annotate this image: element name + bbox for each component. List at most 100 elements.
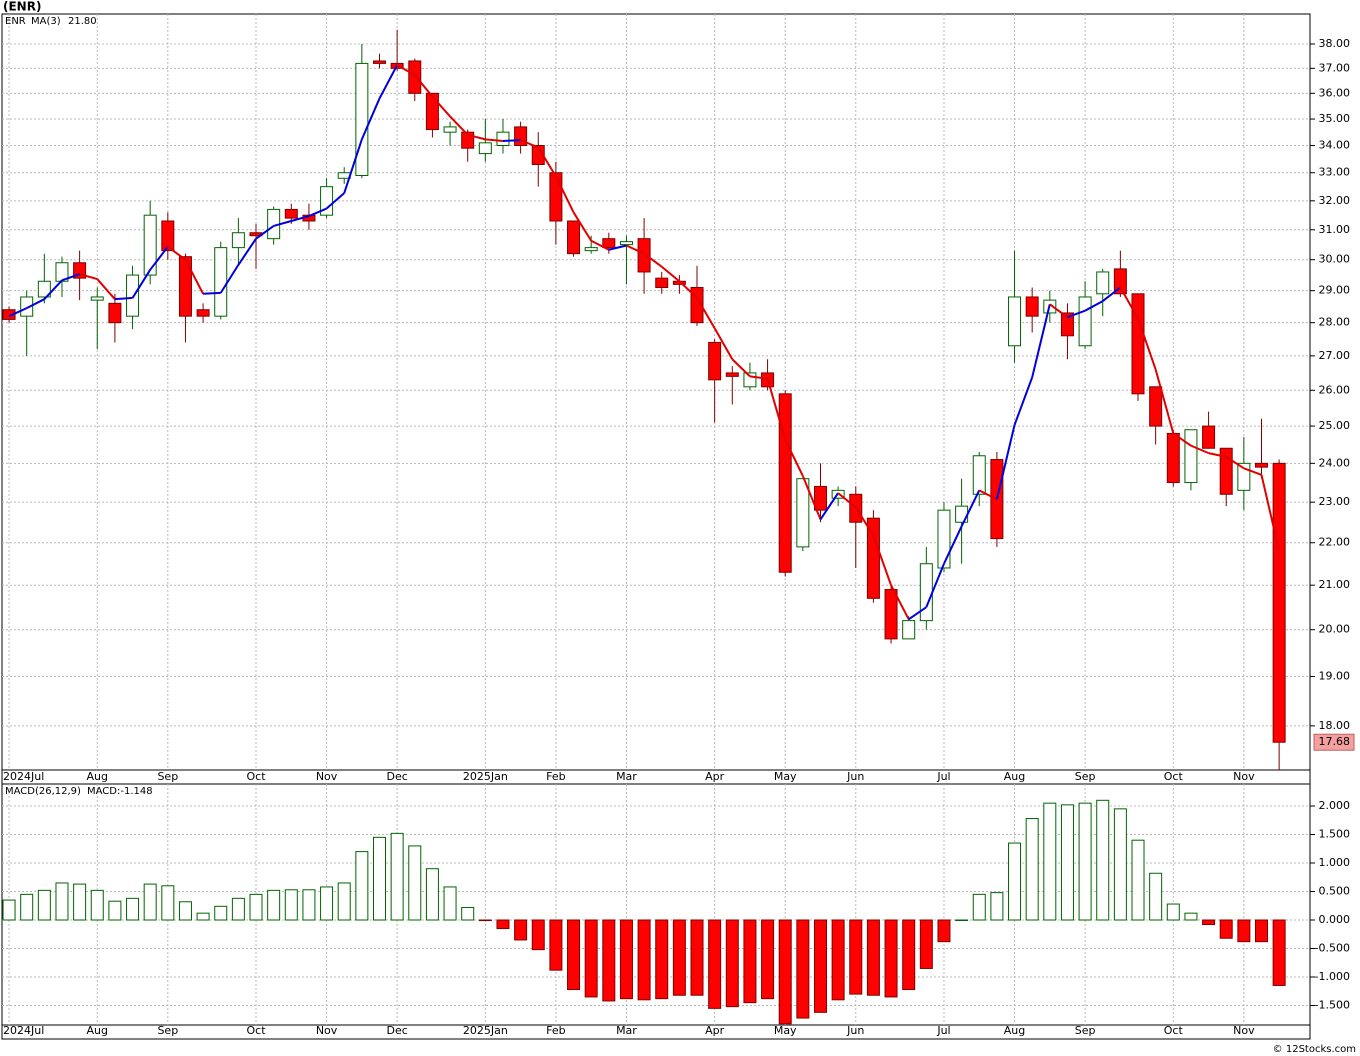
candle-body — [1060, 312, 1074, 337]
last-price-box — [1313, 733, 1355, 751]
candle-body — [425, 92, 439, 131]
macd-bar — [919, 919, 933, 969]
candle-body — [708, 341, 722, 381]
macd-bar — [284, 889, 298, 921]
axis-strip — [1, 1024, 1311, 1040]
ma-segment — [572, 211, 593, 242]
ma-segment — [1172, 432, 1192, 447]
y-tick-label: 0.000 — [1319, 913, 1351, 926]
x-tick-label: Feb — [546, 770, 565, 783]
candle-body — [725, 372, 739, 377]
y-tick-label: 19.00 — [1319, 670, 1351, 683]
legend-symbol: ENR — [5, 16, 26, 27]
candle-body — [1131, 293, 1145, 395]
macd-bar — [143, 883, 157, 921]
macd-bar — [972, 893, 986, 921]
x-tick-label: Nov — [316, 1024, 338, 1037]
ma-segment — [413, 74, 434, 98]
candle-body — [178, 256, 192, 317]
candle-body — [866, 517, 880, 599]
ma-segment — [308, 207, 327, 217]
y-tick-label: -0.500 — [1315, 942, 1350, 955]
macd-bar — [267, 889, 281, 921]
macd-bar — [390, 832, 404, 921]
candle-body — [1096, 271, 1110, 295]
x-tick-label: Jul — [936, 1024, 950, 1037]
macd-bar — [1008, 842, 1022, 921]
x-tick-label: Aug — [1004, 770, 1025, 783]
ma-segment — [219, 264, 240, 294]
y-tick-label: 1.000 — [1319, 856, 1351, 869]
y-tick-label: 27.00 — [1319, 349, 1351, 362]
ma-segment — [360, 98, 381, 140]
ma-segment — [43, 279, 63, 300]
ma-segment — [554, 175, 575, 213]
y-tick-label: -1.500 — [1315, 999, 1350, 1012]
macd-bar — [708, 919, 722, 1009]
macd-bar — [196, 912, 210, 921]
candle-body — [214, 247, 228, 317]
ma-segment — [502, 139, 521, 142]
ma-segment — [1049, 303, 1069, 318]
macd-bar — [320, 886, 334, 921]
x-tick-label: Nov — [1233, 770, 1255, 783]
candle-body — [778, 393, 792, 573]
ma-segment — [1067, 309, 1086, 319]
x-tick-label: Feb — [546, 1024, 565, 1037]
macd-bar — [514, 919, 528, 941]
y-tick-label: 33.00 — [1319, 166, 1351, 179]
macd-bar — [337, 882, 351, 921]
candle-body — [126, 274, 140, 317]
macd-bar — [408, 845, 422, 921]
y-tick-label: 30.00 — [1319, 253, 1351, 266]
macd-bar — [584, 919, 598, 998]
macd-bar — [796, 919, 810, 1019]
macd-bar — [955, 919, 969, 922]
macd-bar — [902, 919, 916, 991]
ma-segment — [960, 489, 981, 527]
ma-segment — [1031, 304, 1051, 378]
y-tick-label: 2.000 — [1319, 799, 1351, 812]
macd-bar — [20, 893, 34, 921]
x-tick-label: 2025Jan — [463, 770, 508, 783]
y-tick-label: 22.00 — [1319, 536, 1351, 549]
ma-segment — [1260, 474, 1281, 552]
ma-segment — [114, 296, 133, 301]
ma-segment — [590, 239, 610, 251]
ma-segment — [943, 525, 963, 565]
macd-bar — [461, 906, 475, 921]
macd-bar — [1043, 802, 1057, 921]
macd-bar — [126, 897, 140, 921]
candle-body — [972, 455, 986, 495]
chart-title: (ENR) — [3, 0, 41, 14]
macd-bar — [372, 836, 386, 921]
macd-bar — [866, 919, 880, 996]
x-tick-label: Apr — [705, 770, 725, 783]
candle-body — [1025, 296, 1039, 317]
macd-bar — [549, 919, 563, 971]
x-tick-label: Dec — [386, 770, 407, 783]
macd-bar — [884, 919, 898, 998]
ma-segment — [1243, 467, 1262, 476]
x-tick-label: Nov — [316, 770, 338, 783]
candle-body — [1166, 432, 1180, 484]
ma-segment — [1102, 286, 1121, 302]
macd-bar — [1149, 872, 1163, 921]
macd-bar — [937, 919, 951, 943]
ma-segment — [184, 259, 204, 295]
candle-body — [90, 296, 104, 301]
macd-bar — [1202, 919, 1216, 926]
macd-bar — [849, 919, 863, 995]
candle-body — [1184, 429, 1198, 484]
macd-bar — [178, 901, 192, 921]
macd-bar — [690, 919, 704, 996]
macd-bar — [90, 889, 104, 921]
x-tick-label: Sep — [157, 770, 178, 783]
macd-bar — [1166, 903, 1180, 921]
ma-segment — [467, 133, 486, 141]
macd-bar — [1184, 912, 1198, 921]
ma-segment — [343, 139, 363, 194]
ma-segment — [661, 265, 681, 283]
macd-bar — [655, 919, 669, 1000]
macd-bar — [425, 868, 439, 921]
